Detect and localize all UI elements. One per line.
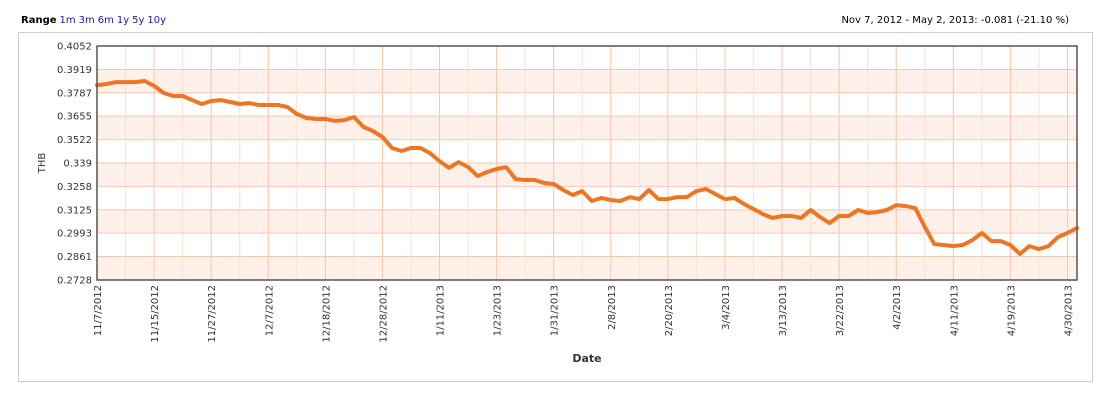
x-axis-title: Date xyxy=(572,352,601,365)
range-bar: Range 1m 3m 6m 1y 5y 10y xyxy=(21,15,169,26)
range-option[interactable]: 1m xyxy=(59,15,76,26)
data-line xyxy=(95,79,1079,256)
y-tick-label: 0.3522 xyxy=(57,135,92,146)
y-tick-label: 0.3787 xyxy=(57,88,92,99)
x-tick-label: 12/18/2012 xyxy=(321,285,332,343)
grid-band xyxy=(97,163,1077,187)
x-tick-label: 4/2/2013 xyxy=(892,285,903,330)
y-tick-label: 0.3655 xyxy=(57,112,92,123)
grid-band xyxy=(97,209,1077,234)
y-tick-label: 0.4052 xyxy=(57,42,92,53)
y-tick-label: 0.3125 xyxy=(57,205,92,216)
x-tick-label: 3/13/2013 xyxy=(778,285,789,336)
y-tick-label: 0.2861 xyxy=(57,252,92,263)
range-option[interactable]: 6m xyxy=(97,15,114,26)
x-tick-label: 4/30/2013 xyxy=(1063,285,1074,336)
range-summary: Nov 7, 2012 - May 2, 2013: -0.081 (-21.1… xyxy=(841,15,1069,26)
x-tick-label: 3/4/2013 xyxy=(721,285,732,330)
grid-band xyxy=(97,69,1077,93)
x-tick-label: 3/22/2013 xyxy=(835,285,846,336)
chart-frame xyxy=(18,32,1093,382)
y-tick-label: 0.2728 xyxy=(57,276,92,287)
range-option[interactable]: 5y xyxy=(132,15,145,26)
y-tick-label: 0.3919 xyxy=(57,65,92,76)
y-tick-label: 0.339 xyxy=(63,159,92,170)
x-tick-label: 11/7/2012 xyxy=(93,285,104,336)
x-tick-label: 1/11/2013 xyxy=(436,285,447,336)
x-tick-label: 1/31/2013 xyxy=(550,285,561,336)
range-label: Range xyxy=(21,15,57,26)
y-tick-label: 0.3258 xyxy=(57,182,92,193)
grid-band xyxy=(97,256,1077,280)
range-option[interactable]: 10y xyxy=(147,15,167,26)
range-option[interactable]: 3m xyxy=(78,15,95,26)
y-axis-title: THB xyxy=(37,153,48,175)
x-tick-label: 12/7/2012 xyxy=(264,285,275,336)
x-tick-label: 4/19/2013 xyxy=(1006,285,1017,336)
x-tick-label: 11/27/2012 xyxy=(207,285,218,343)
range-option[interactable]: 1y xyxy=(116,15,130,26)
x-tick-label: 12/28/2012 xyxy=(378,285,389,343)
x-tick-label: 11/15/2012 xyxy=(150,285,161,343)
x-tick-label: 2/8/2013 xyxy=(607,285,618,330)
x-tick-label: 4/11/2013 xyxy=(949,285,960,336)
plot-border xyxy=(96,45,1078,281)
x-tick-label: 1/23/2013 xyxy=(493,285,504,336)
y-tick-label: 0.2993 xyxy=(57,229,92,240)
x-tick-label: 2/20/2013 xyxy=(664,285,675,336)
grid-band xyxy=(97,116,1077,140)
